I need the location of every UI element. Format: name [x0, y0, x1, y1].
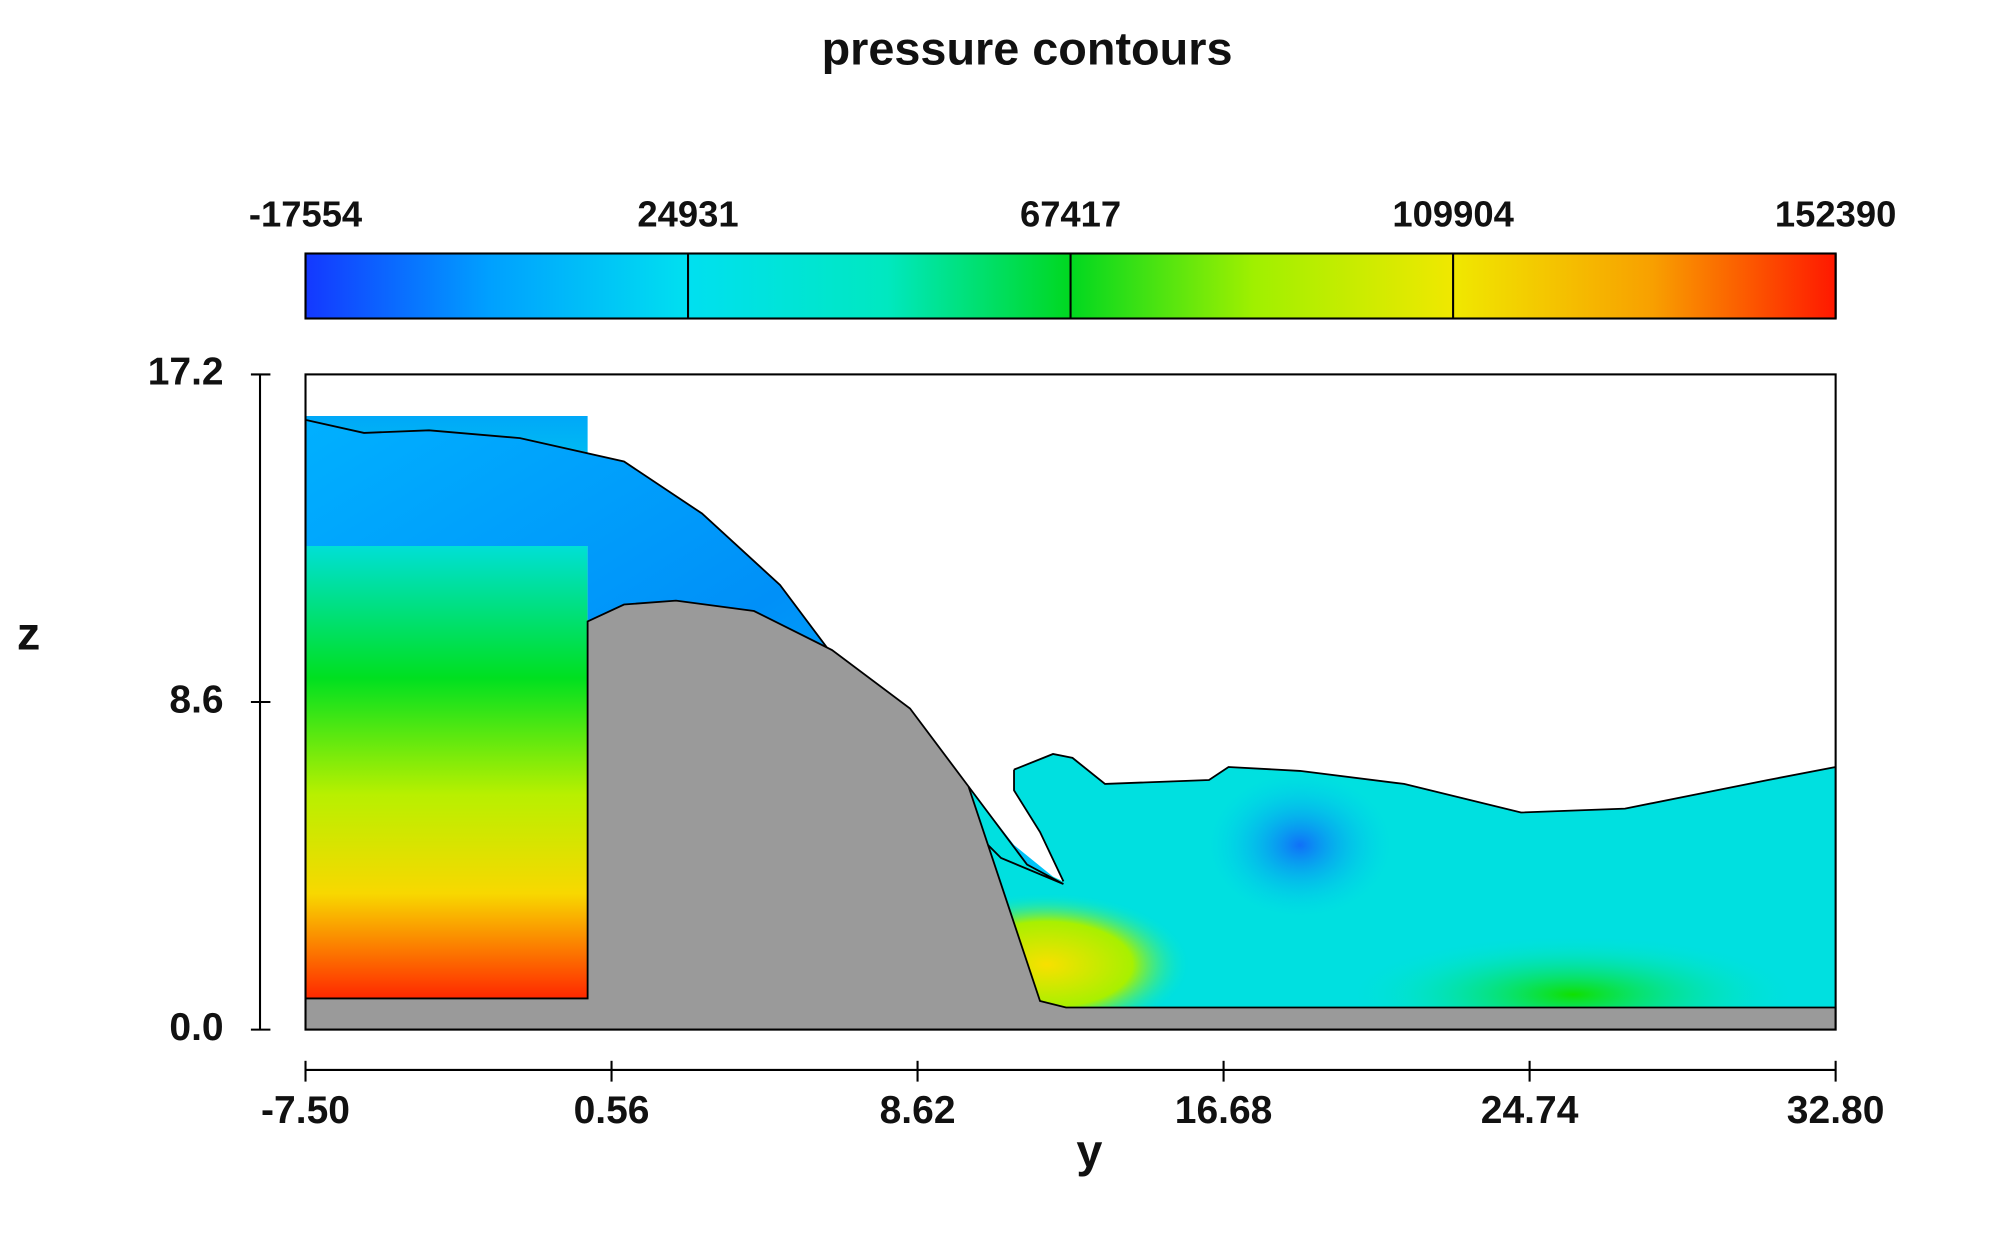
flow-field: [304, 373, 1837, 1031]
x-tick-label: -7.50: [261, 1089, 350, 1132]
chart-title: pressure contours: [822, 22, 1233, 74]
colorbar-tick-label: 109904: [1392, 194, 1514, 235]
y-axis-label: z: [17, 607, 40, 659]
x-tick-label: 8.62: [880, 1089, 956, 1132]
x-tick-label: 32.80: [1787, 1089, 1885, 1132]
x-tick-label: 24.74: [1481, 1089, 1579, 1132]
colorbar: -17554 24931 67417 109904 152390: [249, 194, 1896, 320]
y-tick-label: 8.6: [169, 678, 223, 721]
x-tick-label: 0.56: [574, 1089, 650, 1132]
y-tick-label: 0.0: [169, 1006, 223, 1049]
plot-frame: [304, 373, 1837, 1031]
colorbar-tick-label: -17554: [249, 194, 363, 235]
x-tick-label: 16.68: [1175, 1089, 1273, 1132]
colorbar-tick-label: 67417: [1020, 194, 1121, 235]
colorbar-tick-label: 24931: [637, 194, 738, 235]
free-surface: [305, 419, 1836, 885]
jet: [305, 419, 1064, 885]
y-tick-label: 17.2: [148, 351, 224, 394]
x-axis-label: y: [1076, 1125, 1102, 1177]
colorbar-tick-label: 152390: [1775, 194, 1896, 235]
